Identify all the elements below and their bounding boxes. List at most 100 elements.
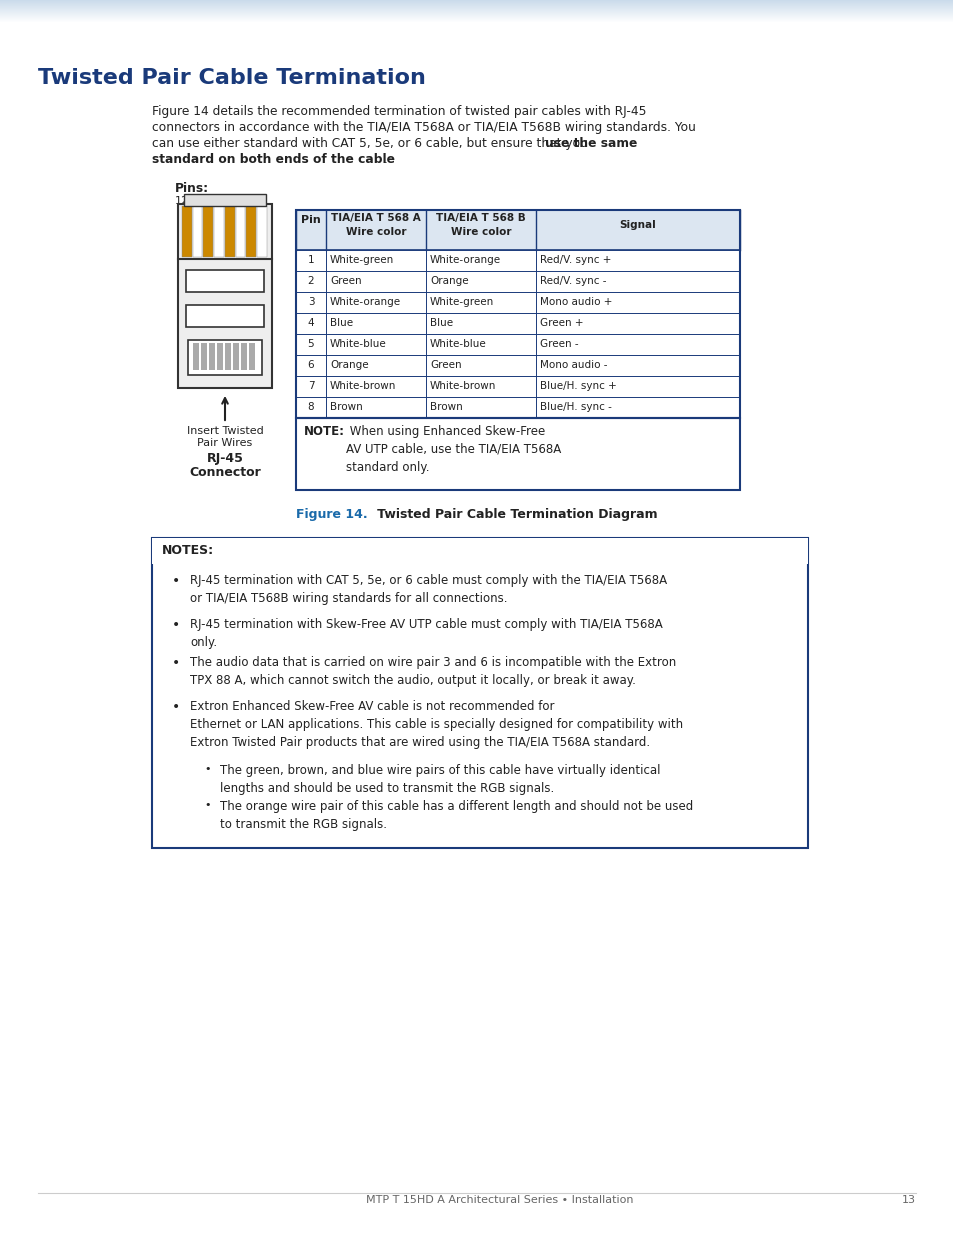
Text: 13: 13 — [901, 1195, 915, 1205]
Text: White-green: White-green — [430, 296, 494, 308]
Bar — [152, 538, 807, 848]
Text: Signal: Signal — [619, 220, 656, 230]
Text: White-brown: White-brown — [430, 382, 496, 391]
Bar — [295, 354, 740, 375]
Text: 6: 6 — [308, 359, 314, 370]
Bar — [295, 291, 740, 312]
Text: .: . — [384, 153, 388, 165]
Text: 3: 3 — [308, 296, 314, 308]
Bar — [295, 396, 740, 417]
Text: Red/V. sync -: Red/V. sync - — [539, 275, 606, 287]
Bar — [235, 206, 245, 257]
Bar — [178, 204, 272, 388]
Text: Blue: Blue — [430, 317, 453, 329]
Text: 12345678: 12345678 — [174, 196, 232, 206]
Text: White-orange: White-orange — [430, 254, 500, 266]
Bar — [182, 206, 192, 257]
Text: •: • — [172, 574, 180, 588]
Bar — [209, 343, 214, 370]
Bar — [152, 538, 807, 564]
Text: White-green: White-green — [330, 254, 394, 266]
Bar — [188, 340, 262, 375]
Bar — [233, 343, 239, 370]
Text: RJ-45: RJ-45 — [207, 452, 243, 466]
Text: Wire color: Wire color — [450, 227, 511, 237]
Bar — [193, 343, 199, 370]
Text: Extron Enhanced Skew-Free AV cable is not recommended for
Ethernet or LAN applic: Extron Enhanced Skew-Free AV cable is no… — [190, 700, 682, 748]
Text: Twisted Pair Cable Termination Diagram: Twisted Pair Cable Termination Diagram — [364, 508, 657, 521]
Text: NOTES:: NOTES: — [162, 543, 213, 557]
Text: Orange: Orange — [330, 359, 368, 370]
Text: •: • — [172, 700, 180, 714]
Text: White-blue: White-blue — [430, 338, 486, 350]
Text: •: • — [172, 618, 180, 632]
Text: Green -: Green - — [539, 338, 578, 350]
Text: Blue/H. sync -: Blue/H. sync - — [539, 403, 611, 412]
Text: Red/V. sync +: Red/V. sync + — [539, 254, 611, 266]
Text: 8: 8 — [308, 403, 314, 412]
Text: Connector: Connector — [189, 466, 260, 479]
Bar — [295, 210, 740, 249]
Text: White-orange: White-orange — [330, 296, 400, 308]
Text: Blue/H. sync +: Blue/H. sync + — [539, 382, 616, 391]
Text: •: • — [172, 656, 180, 671]
Bar — [295, 312, 740, 333]
Text: White-blue: White-blue — [330, 338, 386, 350]
Bar — [216, 343, 223, 370]
Bar — [186, 305, 264, 327]
Bar — [295, 210, 740, 417]
Bar — [193, 206, 202, 257]
Text: 2: 2 — [308, 275, 314, 287]
Bar — [186, 270, 264, 291]
Bar — [184, 194, 266, 206]
Text: When using Enhanced Skew-Free
AV UTP cable, use the TIA/EIA T568A
standard only.: When using Enhanced Skew-Free AV UTP cab… — [346, 425, 560, 474]
Bar — [295, 375, 740, 396]
Text: RJ-45 termination with CAT 5, 5e, or 6 cable must comply with the TIA/EIA T568A
: RJ-45 termination with CAT 5, 5e, or 6 c… — [190, 574, 666, 605]
Text: 1: 1 — [308, 254, 314, 266]
Text: Green +: Green + — [539, 317, 583, 329]
Text: Wire color: Wire color — [345, 227, 406, 237]
Bar — [225, 206, 234, 257]
Text: Blue: Blue — [330, 317, 353, 329]
Text: 4: 4 — [308, 317, 314, 329]
Bar — [246, 206, 256, 257]
Bar — [201, 343, 207, 370]
Bar — [249, 343, 254, 370]
Text: Mono audio +: Mono audio + — [539, 296, 612, 308]
Bar — [257, 206, 267, 257]
Bar — [203, 206, 213, 257]
Text: Orange: Orange — [430, 275, 468, 287]
Bar — [225, 343, 231, 370]
Text: 7: 7 — [308, 382, 314, 391]
Text: Figure 14 details the recommended termination of twisted pair cables with RJ-45: Figure 14 details the recommended termin… — [152, 105, 646, 119]
Text: Brown: Brown — [330, 403, 362, 412]
Text: The orange wire pair of this cable has a different length and should not be used: The orange wire pair of this cable has a… — [220, 800, 693, 831]
Text: NOTE:: NOTE: — [304, 425, 345, 438]
Text: RJ-45 termination with Skew-Free AV UTP cable must comply with TIA/EIA T568A
onl: RJ-45 termination with Skew-Free AV UTP … — [190, 618, 662, 650]
Text: •: • — [205, 764, 211, 774]
Text: Green: Green — [330, 275, 361, 287]
Bar — [295, 417, 740, 490]
Text: Figure 14.: Figure 14. — [295, 508, 367, 521]
Text: connectors in accordance with the TIA/EIA T568A or TIA/EIA T568B wiring standard: connectors in accordance with the TIA/EI… — [152, 121, 695, 135]
Bar — [295, 270, 740, 291]
Text: Mono audio -: Mono audio - — [539, 359, 607, 370]
Text: White-brown: White-brown — [330, 382, 395, 391]
Bar — [295, 333, 740, 354]
Text: TIA/EIA T 568 A: TIA/EIA T 568 A — [331, 212, 420, 224]
Text: The green, brown, and blue wire pairs of this cable have virtually identical
len: The green, brown, and blue wire pairs of… — [220, 764, 659, 795]
Bar — [241, 343, 247, 370]
Bar — [214, 206, 224, 257]
Text: Green: Green — [430, 359, 461, 370]
Text: standard on both ends of the cable: standard on both ends of the cable — [152, 153, 395, 165]
Text: use the same: use the same — [544, 137, 637, 149]
Text: MTP T 15HD A Architectural Series • Installation: MTP T 15HD A Architectural Series • Inst… — [366, 1195, 633, 1205]
Text: 5: 5 — [308, 338, 314, 350]
Text: TIA/EIA T 568 B: TIA/EIA T 568 B — [436, 212, 525, 224]
Text: Insert Twisted
Pair Wires: Insert Twisted Pair Wires — [187, 426, 263, 448]
Text: The audio data that is carried on wire pair 3 and 6 is incompatible with the Ext: The audio data that is carried on wire p… — [190, 656, 676, 687]
Text: •: • — [205, 800, 211, 810]
Text: Twisted Pair Cable Termination: Twisted Pair Cable Termination — [38, 68, 425, 88]
Text: Pins:: Pins: — [174, 182, 209, 195]
Text: can use either standard with CAT 5, 5e, or 6 cable, but ensure that you: can use either standard with CAT 5, 5e, … — [152, 137, 591, 149]
